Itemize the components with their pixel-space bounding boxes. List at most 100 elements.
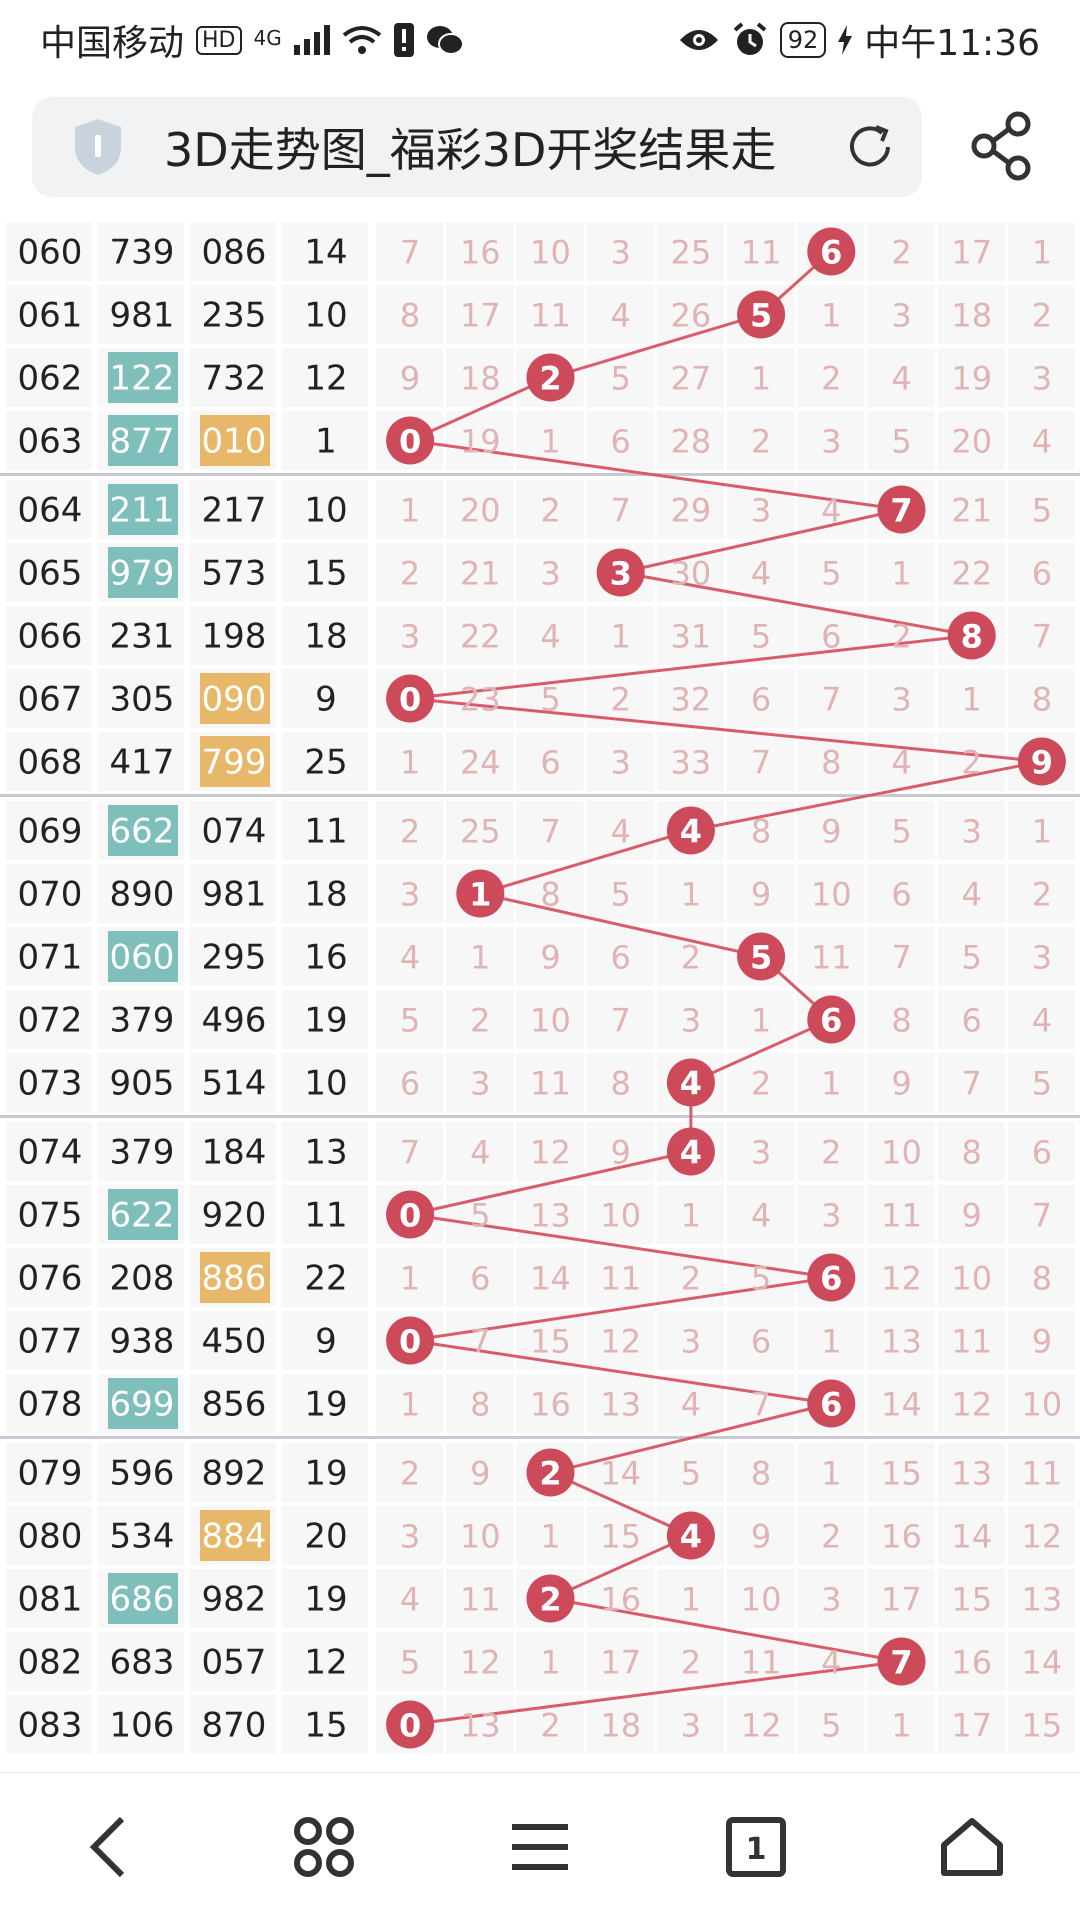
tabs-button[interactable]: 1: [706, 1797, 806, 1897]
hit-ball: [526, 1448, 575, 1497]
hit-digit: 4: [680, 1518, 702, 1556]
hit-ball: [947, 611, 996, 660]
miss-count: 19: [460, 423, 501, 461]
miss-count: 5: [751, 1260, 771, 1298]
miss-count: 7: [400, 1134, 420, 1172]
highlight-num-cell: [108, 1189, 178, 1240]
cell-issue: 069: [18, 812, 83, 852]
miss-count: 2: [540, 492, 560, 530]
miss-count: 4: [540, 618, 560, 656]
miss-count: 4: [962, 876, 982, 914]
home-icon: [941, 1818, 1003, 1876]
cell-num: 981: [110, 296, 175, 336]
address-bar[interactable]: 3D走势图_福彩3D开奖结果走: [32, 97, 922, 197]
battery-indicator: 92: [779, 22, 827, 58]
cell-test: 514: [202, 1064, 267, 1104]
cell-num: 106: [110, 1706, 175, 1746]
signal-icon: [293, 25, 330, 55]
miss-count: 1: [681, 876, 701, 914]
miss-count: 15: [951, 1581, 992, 1619]
cell-issue: 072: [18, 1001, 83, 1041]
cell-issue: 068: [18, 743, 83, 783]
miss-count: 2: [681, 1644, 701, 1682]
cell-sum: 1: [315, 422, 337, 462]
miss-count: 1: [821, 297, 841, 335]
miss-count: 12: [600, 1323, 641, 1361]
miss-count: 9: [611, 1134, 631, 1172]
miss-count: 25: [460, 813, 501, 851]
home-button[interactable]: [922, 1797, 1022, 1897]
cell-num: 905: [110, 1064, 175, 1104]
highlight-num-cell: [108, 484, 178, 535]
refresh-icon[interactable]: [842, 119, 898, 175]
miss-count: 7: [611, 492, 631, 530]
miss-count: 26: [671, 297, 712, 335]
hit-digit: 0: [399, 1197, 421, 1235]
cell-num: 877: [110, 422, 175, 462]
back-button[interactable]: [58, 1797, 158, 1897]
miss-count: 10: [530, 1002, 571, 1040]
cell-num: 534: [110, 1517, 175, 1557]
cell-sum: 10: [304, 296, 347, 336]
miss-count: 3: [540, 555, 560, 593]
highlight-num-cell: [108, 1378, 178, 1429]
miss-count: 3: [891, 297, 911, 335]
cell-test: 884: [202, 1517, 267, 1557]
miss-count: 2: [681, 939, 701, 977]
miss-count: 15: [600, 1518, 641, 1556]
cell-sum: 20: [304, 1517, 347, 1557]
miss-count: 8: [400, 297, 420, 335]
shield-icon[interactable]: [72, 117, 124, 177]
back-icon: [89, 1816, 125, 1878]
miss-count: 2: [891, 618, 911, 656]
highlight-num-cell: [108, 352, 178, 403]
miss-count: 31: [671, 618, 712, 656]
hit-ball: [737, 932, 786, 981]
miss-count: 9: [891, 1065, 911, 1103]
apps-icon: [294, 1817, 354, 1877]
share-icon[interactable]: [966, 110, 1038, 182]
miss-count: 7: [751, 1386, 771, 1424]
miss-count: 1: [821, 1065, 841, 1103]
tabs-icon: 1: [726, 1817, 786, 1877]
cell-num: 596: [110, 1454, 175, 1494]
cell-sum: 11: [304, 1196, 347, 1236]
miss-count: 10: [530, 234, 571, 272]
miss-count: 5: [400, 1644, 420, 1682]
miss-count: 10: [951, 1260, 992, 1298]
miss-count: 13: [530, 1197, 571, 1235]
miss-count: 6: [751, 681, 771, 719]
miss-count: 4: [611, 813, 631, 851]
cell-sum: 22: [304, 1259, 347, 1299]
highlight-test-cell: [200, 673, 270, 724]
miss-count: 21: [460, 555, 501, 593]
miss-count: 7: [1032, 1197, 1052, 1235]
cell-num: 211: [110, 491, 175, 531]
miss-count: 5: [751, 618, 771, 656]
cell-issue: 063: [18, 422, 83, 462]
miss-count: 11: [811, 939, 852, 977]
tab-count: 1: [746, 1832, 767, 1867]
miss-count: 6: [470, 1260, 490, 1298]
menu-button[interactable]: [490, 1797, 590, 1897]
miss-count: 5: [891, 423, 911, 461]
miss-count: 3: [751, 492, 771, 530]
miss-count: 2: [962, 744, 982, 782]
miss-count: 2: [681, 1260, 701, 1298]
miss-count: 13: [600, 1386, 641, 1424]
miss-count: 5: [611, 360, 631, 398]
page-title[interactable]: 3D走势图_福彩3D开奖结果走: [164, 123, 777, 177]
miss-count: 11: [951, 1323, 992, 1361]
miss-count: 11: [741, 234, 782, 272]
miss-count: 5: [400, 1002, 420, 1040]
miss-count: 7: [611, 1002, 631, 1040]
apps-button[interactable]: [274, 1797, 374, 1897]
miss-count: 4: [1032, 423, 1052, 461]
charging-icon: [838, 25, 853, 55]
miss-count: 22: [951, 555, 992, 593]
miss-count: 8: [540, 876, 560, 914]
miss-count: 11: [881, 1197, 922, 1235]
miss-count: 4: [821, 1644, 841, 1682]
miss-count: 9: [1032, 1323, 1052, 1361]
miss-count: 4: [400, 939, 420, 977]
